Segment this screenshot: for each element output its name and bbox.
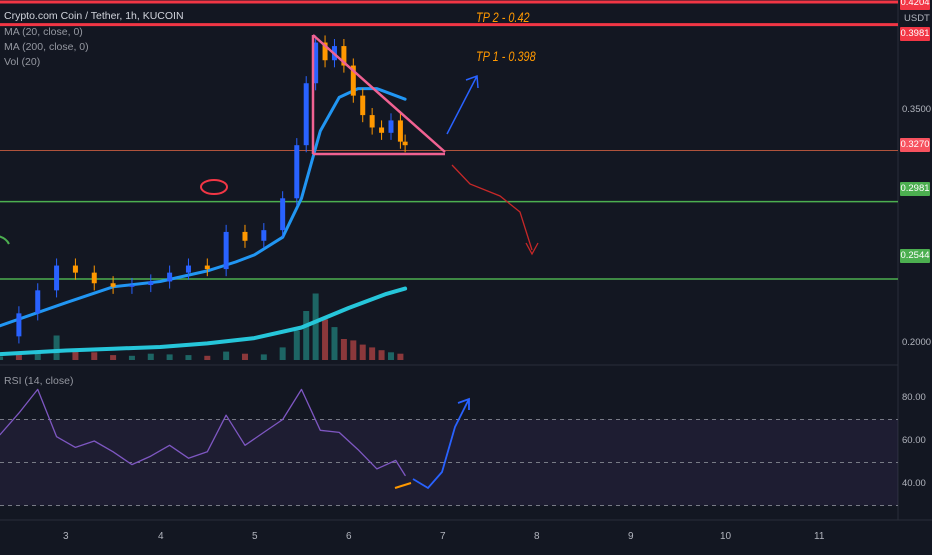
candle-body — [280, 198, 286, 231]
candle-body — [294, 145, 300, 199]
x-tick-label: 3 — [63, 531, 69, 542]
circle-highlight — [200, 179, 228, 195]
candle-body — [303, 83, 309, 146]
bullish-arrow — [446, 75, 478, 135]
x-tick-label: 9 — [628, 531, 634, 542]
rsi-tick-label: 60.00 — [902, 435, 926, 446]
volume-bar — [293, 330, 300, 360]
candle-body — [261, 230, 267, 241]
volume-bar — [378, 350, 385, 360]
volume-bar — [53, 335, 60, 360]
tp2-annotation: TP 2 - 0.42 — [476, 9, 530, 25]
volume-bar — [0, 356, 4, 360]
bullish-arrow — [465, 74, 479, 89]
rsi-tick-label: 80.00 — [902, 392, 926, 403]
volume-bar — [312, 293, 319, 360]
volume-bar — [166, 354, 173, 360]
candle-body — [388, 120, 394, 133]
y-tick-label: 0.3500 — [902, 104, 932, 115]
green-mark — [0, 235, 10, 245]
volume-bar — [279, 347, 286, 360]
candle-body — [397, 120, 403, 142]
x-tick-label: 5 — [252, 531, 258, 542]
price-badge-current: 0.3270 — [900, 138, 930, 152]
price-badge-support1: 0.2981 — [900, 182, 930, 196]
volume-bar — [72, 350, 79, 360]
candle-body — [148, 281, 154, 286]
candle-body — [35, 290, 41, 314]
price-badge-tp2: 0.4204 — [900, 0, 930, 10]
x-tick-label: 11 — [814, 531, 825, 542]
volume-bar — [350, 340, 357, 360]
volume-bar — [128, 355, 135, 360]
candle-body — [223, 231, 229, 270]
rsi-line — [0, 388, 406, 477]
rsi-tick-label: 40.00 — [902, 478, 926, 489]
candle-body — [379, 127, 385, 133]
ma20-line — [0, 87, 407, 328]
candle-body — [167, 272, 173, 282]
rsi-projection-arrow — [412, 398, 470, 490]
candle-body — [350, 65, 356, 96]
candle-body — [242, 231, 248, 241]
candle-body — [91, 272, 97, 284]
candle-body — [322, 42, 328, 61]
volume-bar — [204, 355, 211, 360]
y-tick-label: 0.2000 — [902, 337, 932, 348]
ma200-legend: MA (200, close, 0) — [4, 41, 89, 53]
ma20-legend: MA (20, close, 0) — [4, 26, 83, 38]
volume-bar — [241, 353, 248, 360]
volume-bar — [91, 352, 98, 360]
candle-body — [369, 115, 375, 128]
volume-bar — [303, 311, 310, 360]
x-tick-label: 8 — [534, 531, 540, 542]
bearish-arrow — [525, 242, 539, 256]
price-badge-support2: 0.2544 — [900, 249, 930, 263]
chart-title: Crypto.com Coin / Tether, 1h, KUCOIN — [4, 10, 184, 22]
candle-body — [402, 141, 408, 146]
candle-body — [341, 46, 347, 66]
volume-bar — [322, 319, 329, 360]
candle-body — [54, 265, 60, 291]
candle-body — [72, 265, 78, 273]
ma200-line — [0, 286, 408, 357]
volume-bar — [15, 354, 22, 360]
candle-body — [360, 95, 366, 116]
candle-body — [313, 42, 319, 84]
currency-label: USDT — [904, 13, 930, 24]
x-tick-label: 7 — [440, 531, 446, 542]
vol-legend: Vol (20) — [4, 56, 41, 68]
volume-bar — [340, 339, 347, 360]
candle-body — [129, 285, 135, 287]
volume-bar — [387, 352, 394, 360]
volume-bar — [110, 355, 117, 360]
candle-body — [110, 283, 116, 287]
x-tick-label: 4 — [158, 531, 164, 542]
triangle-pattern — [312, 34, 446, 153]
candle-body — [204, 265, 210, 270]
volume-bar — [369, 347, 376, 360]
volume-bar — [397, 353, 404, 360]
rsi-projection-arrow — [457, 397, 470, 410]
volume-bar — [34, 351, 41, 360]
volume-bar — [223, 351, 230, 360]
price-badge-tp1: 0.3981 — [900, 27, 930, 41]
candle-body — [185, 265, 191, 273]
volume-bar — [147, 353, 154, 360]
volume-bar — [359, 344, 366, 360]
rsi-legend: RSI (14, close) — [4, 375, 74, 387]
volume-bar — [185, 355, 192, 360]
volume-bar — [260, 354, 267, 360]
volume-bar — [331, 327, 338, 360]
candle-body — [16, 313, 22, 337]
x-tick-label: 6 — [346, 531, 352, 542]
bearish-arrow — [451, 164, 533, 251]
rsi-orange-mark — [394, 482, 412, 489]
tp1-annotation: TP 1 - 0.398 — [476, 48, 536, 64]
x-tick-label: 10 — [720, 531, 732, 542]
